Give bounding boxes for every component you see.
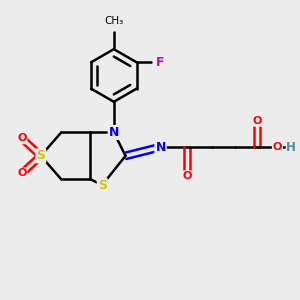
Text: S: S <box>36 149 45 162</box>
Text: N: N <box>155 141 166 154</box>
Text: CH₃: CH₃ <box>104 16 124 26</box>
Text: H: H <box>286 141 296 154</box>
Text: O: O <box>17 168 26 178</box>
Text: S: S <box>98 178 106 192</box>
Text: O: O <box>17 133 26 143</box>
Text: O: O <box>182 171 192 181</box>
Text: F: F <box>156 56 164 69</box>
Text: O: O <box>273 142 282 152</box>
Text: O: O <box>252 116 262 126</box>
Text: N: N <box>109 126 119 139</box>
